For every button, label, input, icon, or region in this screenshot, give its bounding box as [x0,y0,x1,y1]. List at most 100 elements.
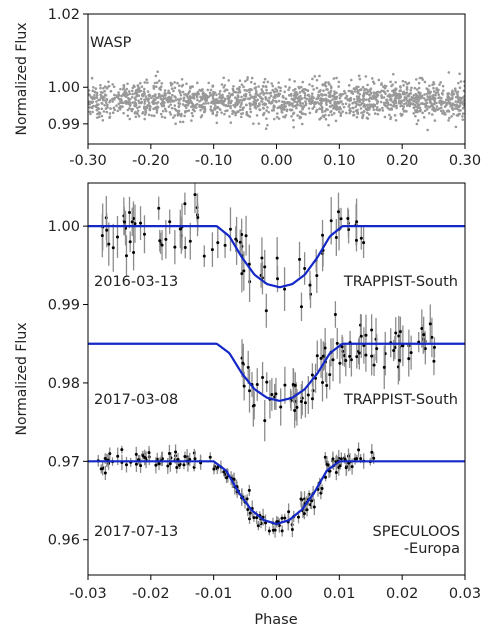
wasp-data-point [393,114,397,117]
wasp-data-point [298,86,301,90]
wasp-data-point [143,100,147,103]
wasp-data-point [421,78,425,81]
wasp-data-point [131,92,134,96]
data-point-2017-07-13 [246,508,250,512]
wasp-data-point [187,99,190,103]
wasp-data-point [255,114,259,117]
wasp-data-point [424,101,428,105]
data-point-2017-03-08 [263,419,267,423]
wasp-data-point [245,112,249,116]
wasp-data-point [298,116,302,120]
wasp-data-point [173,104,177,107]
wasp-data-point [256,105,260,108]
wasp-data-point [360,101,364,105]
wasp-data-point [274,99,277,103]
wasp-data-point [343,89,346,93]
data-point-2017-03-08 [364,333,368,337]
data-point-2017-07-13 [287,510,291,514]
wasp-data-point [195,102,199,106]
wasp-data-point [373,95,377,99]
wasp-data-point [266,80,270,84]
wasp-data-point [146,90,150,93]
wasp-data-point [120,99,123,102]
wasp-data-point [389,103,392,107]
wasp-data-point [348,108,351,112]
wasp-data-point [156,101,160,104]
wasp-data-point [223,84,227,87]
wasp-data-point [342,105,346,109]
wasp-data-point [313,75,317,78]
wasp-data-point [219,108,222,111]
wasp-data-point [109,99,112,102]
wasp-data-point [441,84,445,88]
wasp-data-point [212,93,215,97]
wasp-data-point [152,114,156,118]
wasp-data-point [325,100,328,104]
data-point-2016-03-13 [193,193,197,197]
wasp-data-point [111,100,114,103]
wasp-data-point [403,102,406,106]
wasp-data-point [218,96,221,99]
wasp-data-point [310,92,314,95]
wasp-data-point [333,90,336,93]
wasp-data-point [417,91,421,95]
wasp-data-point [408,104,411,108]
wasp-data-point [191,114,195,118]
wasp-data-point [312,105,316,108]
instrument-label-speculoos: SPECULOOS [373,524,460,540]
wasp-data-point [170,87,174,90]
data-point-2017-03-08 [255,383,259,387]
wasp-data-point [265,88,268,92]
data-point-2017-07-13 [305,508,309,512]
model-curve-2016-03-13 [88,225,465,289]
wasp-data-point [335,95,339,99]
data-point-2017-07-13 [245,497,249,501]
wasp-data-point [195,95,199,99]
wasp-data-point [386,101,390,105]
data-point-2017-03-08 [382,365,386,369]
wasp-data-point [327,95,331,98]
wasp-data-point [222,102,225,106]
wasp-data-point [145,78,148,82]
wasp-data-point [169,100,172,103]
wasp-data-point [164,109,168,113]
wasp-data-point [111,111,115,115]
wasp-data-point [277,117,281,120]
wasp-data-point [298,91,302,94]
wasp-data-point [390,84,393,88]
wasp-data-point [94,87,98,90]
wasp-data-point [372,91,376,94]
data-point-2017-07-13 [312,505,316,509]
wasp-data-point [428,105,431,109]
wasp-data-point [365,92,369,96]
wasp-data-point [305,97,309,101]
wasp-data-point [220,96,223,100]
data-point-2016-03-13 [210,248,214,252]
wasp-data-point [238,79,242,82]
data-point-2017-03-08 [430,335,434,339]
wasp-data-point [88,106,92,109]
wasp-data-point [126,108,130,112]
wasp-data-point [398,99,401,103]
wasp-data-point [115,95,119,99]
wasp-data-point [432,109,436,112]
wasp-data-point [292,89,295,92]
wasp-data-point [188,95,192,98]
wasp-data-point [447,92,451,95]
wasp-data-point [209,105,213,108]
wasp-data-point [327,123,330,127]
wasp-data-point [386,89,389,93]
wasp-data-point [373,103,377,107]
wasp-data-point [147,113,151,117]
wasp-data-point [458,86,462,90]
wasp-data-point [248,107,252,111]
wasp-data-point [201,105,204,108]
data-point-2017-07-13 [139,464,143,468]
data-point-2017-07-13 [103,471,107,475]
wasp-data-point [275,93,279,97]
data-point-2017-07-13 [116,454,120,458]
data-point-2016-03-13 [329,219,333,223]
wasp-data-point [132,84,136,88]
wasp-data-point [327,91,331,95]
wasp-data-point [439,109,443,113]
